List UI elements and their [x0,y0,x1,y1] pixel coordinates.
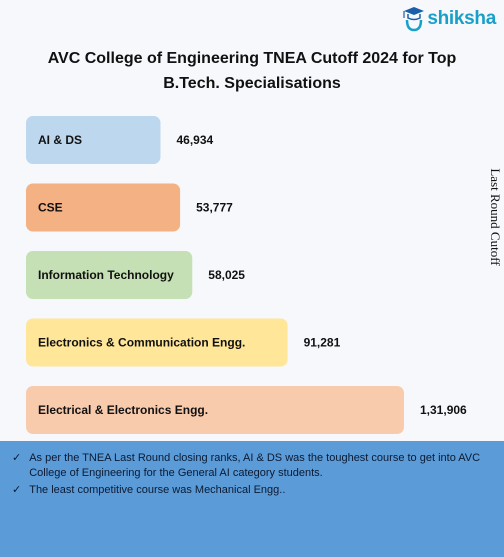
bar-4 [26,386,404,434]
shiksha-logo: shiksha [403,6,496,32]
value-label-4: 1,31,906 [420,403,467,417]
graduate-cap-icon [403,7,425,32]
y-axis-label: Last Round Cutoff [488,168,503,266]
category-label-1: CSE [38,201,63,215]
bar-1 [26,183,181,232]
bar-0 [26,116,161,164]
chart-title: AVC College of Engineering TNEA Cutoff 2… [47,50,457,92]
bar-3 [26,318,288,367]
insight-text: As per the TNEA Last Round closing ranks… [29,452,481,479]
bar-chart: AI & DS 46,934 CSE 53,777 Information Techno… [26,116,467,434]
value-label-3: 91,281 [304,336,341,350]
insights-list: ✓ As per the TNEA Last Round closing rank… [0,441,504,498]
checkmark-icon: ✓ [12,484,22,496]
insight-item: ✓ As per the TNEA Last Round closing rank… [12,451,490,481]
checkmark-icon: ✓ [12,452,22,464]
category-label-4: Electrical & Electronics Engg. [38,403,208,417]
bar-2 [26,251,193,299]
value-label-1: 53,777 [196,201,233,215]
value-label-2: 58,025 [208,268,245,282]
category-label-3: Electronics & Communication Engg. [38,336,245,350]
category-label-0: AI & DS [38,133,82,147]
category-label-2: Information Technology [38,268,174,282]
insight-text: The least competitive course was Mechani… [29,484,286,496]
logo-text: shiksha [427,8,496,29]
insight-item: ✓ The least competitive course was Mechan… [12,483,490,498]
value-label-0: 46,934 [176,133,213,147]
insights-panel: ✓ As per the TNEA Last Round closing rank… [0,441,504,557]
